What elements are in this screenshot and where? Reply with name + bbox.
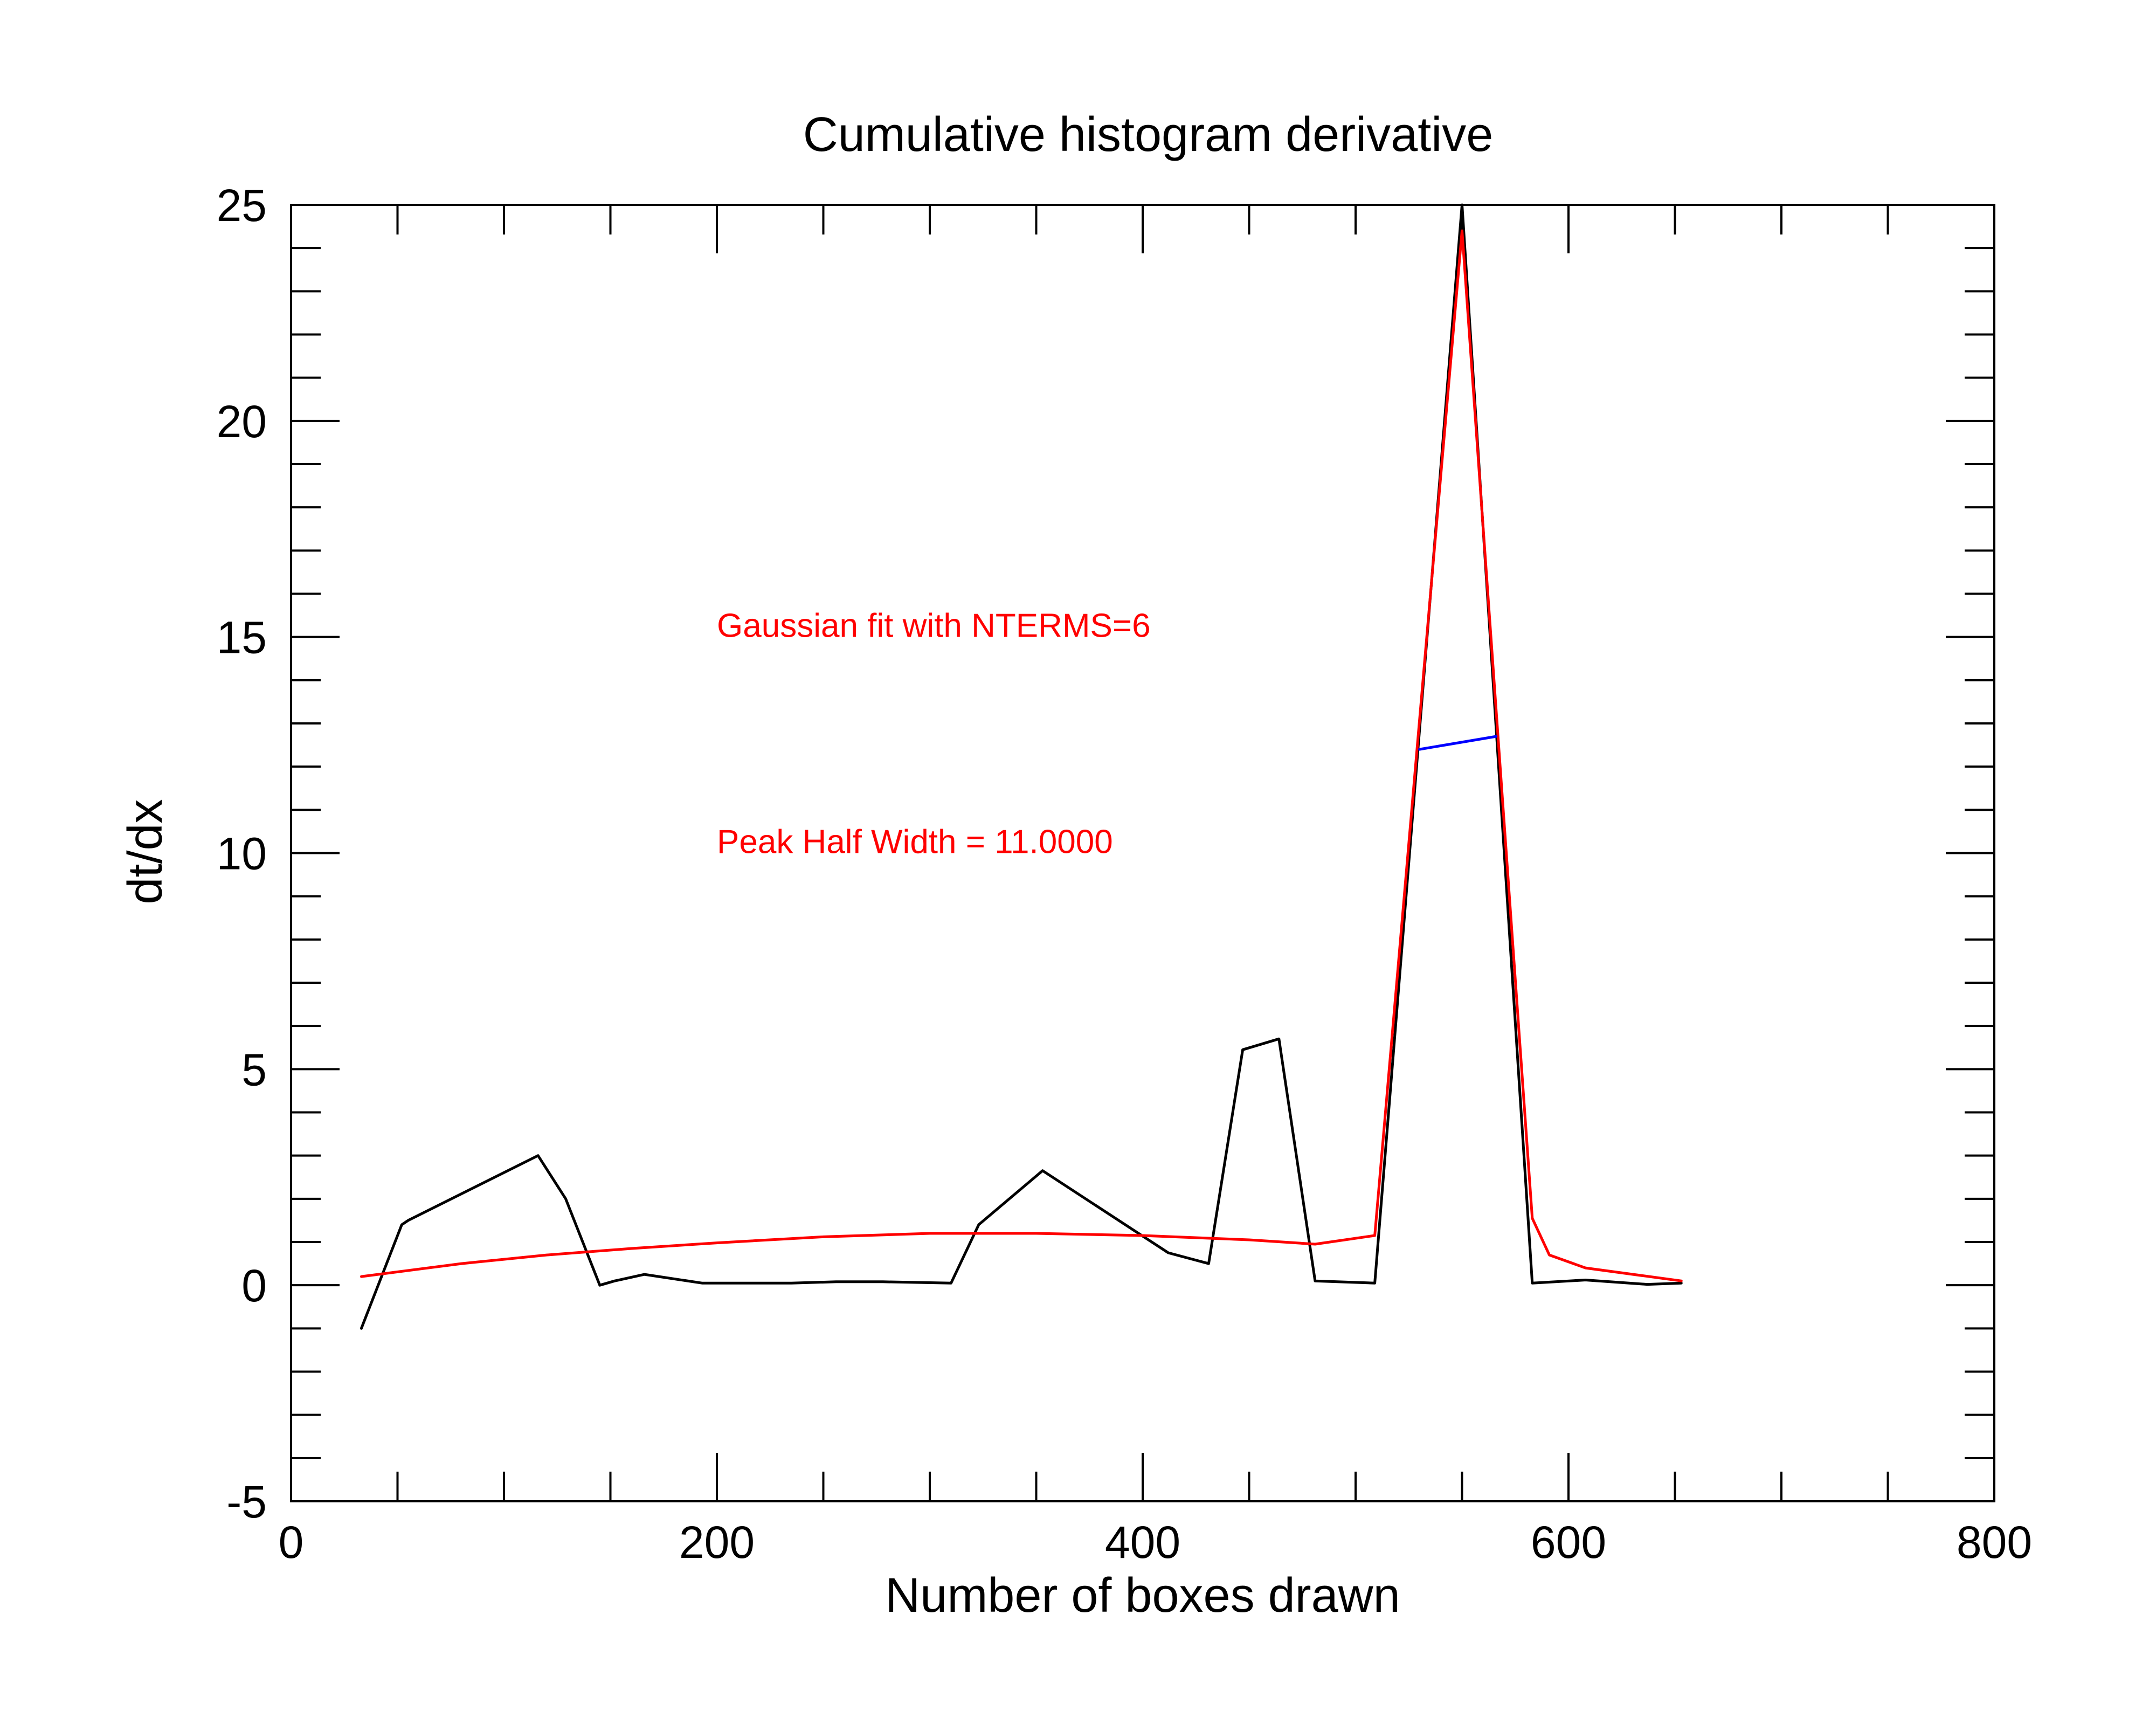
y-axis-label: dt/dx bbox=[119, 799, 172, 904]
series-line-2 bbox=[1418, 735, 1498, 751]
chart-title: Cumulative histogram derivative bbox=[803, 108, 1494, 162]
x-tick-label: 600 bbox=[1531, 1517, 1606, 1568]
series-line-1 bbox=[360, 229, 1683, 1282]
axis-ticks bbox=[290, 204, 1995, 1502]
x-tick-label: 800 bbox=[1957, 1517, 2032, 1568]
y-tick-label: 25 bbox=[217, 180, 267, 231]
y-tick-label: 5 bbox=[241, 1044, 267, 1095]
y-tick-label: 10 bbox=[217, 829, 267, 879]
y-tick-label: 0 bbox=[241, 1260, 267, 1311]
x-axis-label: Number of boxes drawn bbox=[885, 1569, 1400, 1623]
y-tick-label: -5 bbox=[226, 1476, 267, 1527]
annotation-1: Peak Half Width = 11.0000 bbox=[717, 824, 1113, 861]
annotation-0: Gaussian fit with NTERMS=6 bbox=[717, 608, 1151, 645]
x-tick-label: 0 bbox=[279, 1517, 304, 1568]
plot-annotations: Gaussian fit with NTERMS=6 Peak Half Widt… bbox=[717, 608, 1151, 861]
x-tick-label: 200 bbox=[679, 1517, 755, 1568]
y-tick-label: 15 bbox=[217, 612, 267, 663]
x-tick-label: 400 bbox=[1105, 1517, 1180, 1568]
plot-series bbox=[360, 203, 1683, 1330]
y-tick-label: 20 bbox=[217, 396, 267, 447]
